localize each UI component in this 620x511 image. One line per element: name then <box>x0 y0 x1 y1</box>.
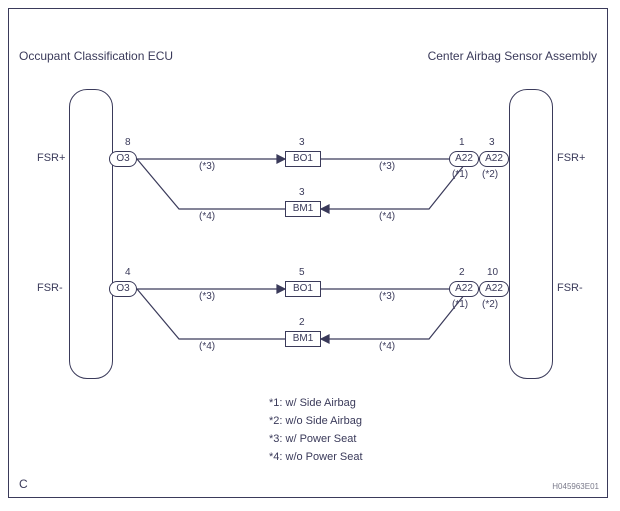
left-pinno-fsrplus: 8 <box>125 137 131 148</box>
mid-bo1-lower: BO1 <box>285 281 321 297</box>
doc-id: H045963E01 <box>552 482 599 491</box>
legend-1: *1: w/ Side Airbag <box>269 397 356 409</box>
note-star4-1: (*4) <box>199 211 215 222</box>
corner-letter: C <box>19 477 28 491</box>
legend-4: *4: w/o Power Seat <box>269 451 363 463</box>
left-module-box <box>69 89 113 379</box>
left-conn-fsrminus: O3 <box>109 281 137 297</box>
note-star3-4: (*3) <box>379 291 395 302</box>
right-module-title: Center Airbag Sensor Assembly <box>428 49 597 63</box>
right-note-a-fsrminus: (*1) <box>452 299 468 310</box>
left-pin-fsrminus-label: FSR- <box>37 282 63 294</box>
diagram-frame: Occupant Classification ECU Center Airba… <box>8 8 608 498</box>
right-module-box <box>509 89 553 379</box>
mid-bm1-lower-pin: 2 <box>299 317 305 328</box>
mid-bm1-upper: BM1 <box>285 201 321 217</box>
mid-bm1-lower: BM1 <box>285 331 321 347</box>
legend-3: *3: w/ Power Seat <box>269 433 356 445</box>
note-star4-4: (*4) <box>379 341 395 352</box>
right-note-a-fsrplus: (*1) <box>452 169 468 180</box>
right-pinlabel-fsrplus: FSR+ <box>557 152 585 164</box>
mid-bo1-lower-pin: 5 <box>299 267 305 278</box>
right-conn-b-fsrplus: A22 <box>479 151 509 167</box>
right-pinlabel-fsrminus: FSR- <box>557 282 583 294</box>
note-star3-3: (*3) <box>199 291 215 302</box>
right-pin-a-fsrplus: 1 <box>459 137 465 148</box>
right-conn-b-fsrminus: A22 <box>479 281 509 297</box>
legend-2: *2: w/o Side Airbag <box>269 415 362 427</box>
note-star3-2: (*3) <box>379 161 395 172</box>
left-pin-fsrplus-label: FSR+ <box>37 152 65 164</box>
right-pin-b-fsrminus: 10 <box>487 267 498 278</box>
note-star3-1: (*3) <box>199 161 215 172</box>
note-star4-2: (*4) <box>379 211 395 222</box>
right-pin-a-fsrminus: 2 <box>459 267 465 278</box>
right-pin-b-fsrplus: 3 <box>489 137 495 148</box>
right-note-b-fsrminus: (*2) <box>482 299 498 310</box>
right-note-b-fsrplus: (*2) <box>482 169 498 180</box>
mid-bm1-upper-pin: 3 <box>299 187 305 198</box>
right-conn-a-fsrplus: A22 <box>449 151 479 167</box>
right-conn-a-fsrminus: A22 <box>449 281 479 297</box>
mid-bo1-upper: BO1 <box>285 151 321 167</box>
mid-bo1-upper-pin: 3 <box>299 137 305 148</box>
note-star4-3: (*4) <box>199 341 215 352</box>
left-conn-fsrplus: O3 <box>109 151 137 167</box>
left-module-title: Occupant Classification ECU <box>19 49 173 63</box>
left-pinno-fsrminus: 4 <box>125 267 131 278</box>
